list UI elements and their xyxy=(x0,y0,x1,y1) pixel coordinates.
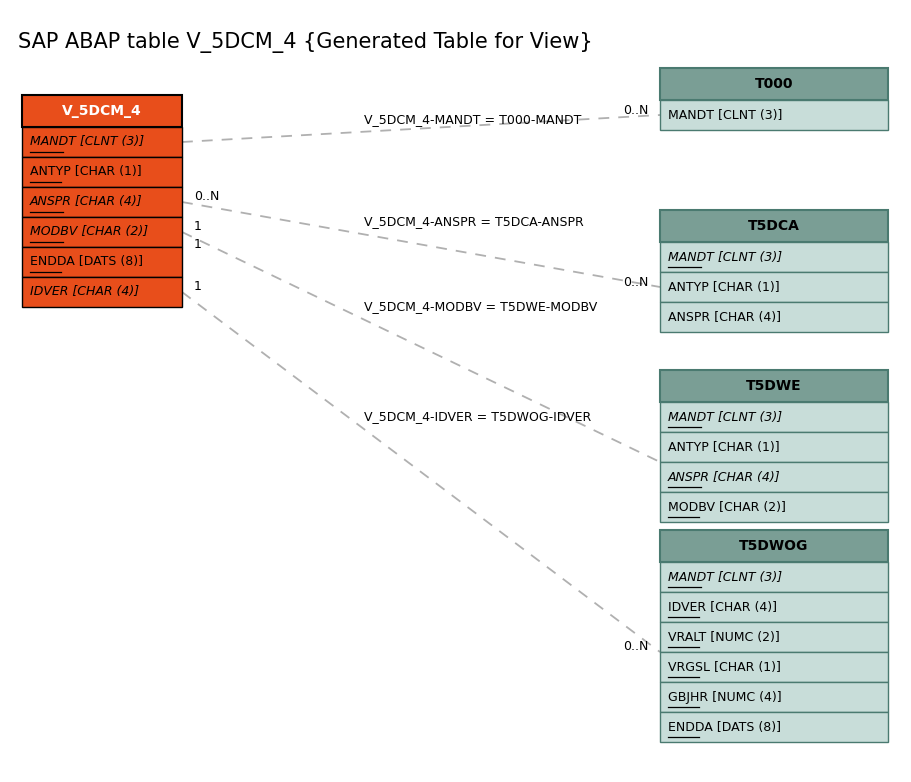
Text: ANSPR [CHAR (4)]: ANSPR [CHAR (4)] xyxy=(30,196,143,209)
Bar xyxy=(22,277,182,307)
Bar xyxy=(660,712,888,742)
Text: ANSPR [CHAR (4)]: ANSPR [CHAR (4)] xyxy=(668,310,781,324)
Text: V_5DCM_4-MODBV = T5DWE-MODBV: V_5DCM_4-MODBV = T5DWE-MODBV xyxy=(363,300,597,314)
Bar xyxy=(660,652,888,682)
Text: ANTYP [CHAR (1)]: ANTYP [CHAR (1)] xyxy=(668,440,780,454)
Bar xyxy=(22,157,182,187)
Text: MODBV [CHAR (2)]: MODBV [CHAR (2)] xyxy=(668,500,786,514)
Text: GBJHR [NUMC (4)]: GBJHR [NUMC (4)] xyxy=(668,691,782,704)
Bar xyxy=(660,622,888,652)
Text: V_5DCM_4-IDVER = T5DWOG-IDVER: V_5DCM_4-IDVER = T5DWOG-IDVER xyxy=(363,410,591,423)
Bar xyxy=(660,432,888,462)
Bar xyxy=(22,95,182,127)
Bar xyxy=(660,272,888,302)
Text: MODBV [CHAR (2)]: MODBV [CHAR (2)] xyxy=(30,225,148,239)
Text: SAP ABAP table V_5DCM_4 {Generated Table for View}: SAP ABAP table V_5DCM_4 {Generated Table… xyxy=(18,32,593,53)
Text: T5DCA: T5DCA xyxy=(748,219,800,233)
Text: VRALT [NUMC (2)]: VRALT [NUMC (2)] xyxy=(668,630,780,644)
Text: 0..N: 0..N xyxy=(622,103,648,117)
Text: MANDT [CLNT (3)]: MANDT [CLNT (3)] xyxy=(668,250,783,264)
Bar xyxy=(660,530,888,562)
Text: V_5DCM_4-MANDT = T000-MANDT: V_5DCM_4-MANDT = T000-MANDT xyxy=(363,113,581,126)
Bar xyxy=(660,210,888,242)
Bar xyxy=(22,247,182,277)
Text: 0..N: 0..N xyxy=(622,640,648,654)
Bar xyxy=(660,592,888,622)
Bar xyxy=(660,682,888,712)
Text: 0..N: 0..N xyxy=(622,275,648,289)
Text: 1: 1 xyxy=(194,221,202,234)
Text: V_5DCM_4: V_5DCM_4 xyxy=(62,104,142,118)
Text: IDVER [CHAR (4)]: IDVER [CHAR (4)] xyxy=(30,285,139,299)
Text: MANDT [CLNT (3)]: MANDT [CLNT (3)] xyxy=(668,571,783,583)
Bar xyxy=(22,127,182,157)
Text: ANTYP [CHAR (1)]: ANTYP [CHAR (1)] xyxy=(30,166,141,178)
Bar xyxy=(660,370,888,402)
Bar xyxy=(660,562,888,592)
Text: IDVER [CHAR (4)]: IDVER [CHAR (4)] xyxy=(668,601,777,614)
Text: 1: 1 xyxy=(194,238,202,250)
Bar xyxy=(22,217,182,247)
Text: MANDT [CLNT (3)]: MANDT [CLNT (3)] xyxy=(668,109,783,121)
Text: VRGSL [CHAR (1)]: VRGSL [CHAR (1)] xyxy=(668,661,781,673)
Text: ENDDA [DATS (8)]: ENDDA [DATS (8)] xyxy=(30,256,143,268)
Bar xyxy=(660,242,888,272)
Text: ENDDA [DATS (8)]: ENDDA [DATS (8)] xyxy=(668,720,781,734)
Text: ANTYP [CHAR (1)]: ANTYP [CHAR (1)] xyxy=(668,281,780,293)
Bar xyxy=(660,402,888,432)
Bar xyxy=(660,492,888,522)
Text: ANSPR [CHAR (4)]: ANSPR [CHAR (4)] xyxy=(668,471,781,483)
Bar xyxy=(660,68,888,100)
Bar xyxy=(660,100,888,130)
Text: V_5DCM_4-ANSPR = T5DCA-ANSPR: V_5DCM_4-ANSPR = T5DCA-ANSPR xyxy=(363,215,583,228)
Bar xyxy=(660,462,888,492)
Text: MANDT [CLNT (3)]: MANDT [CLNT (3)] xyxy=(668,411,783,424)
Text: T5DWOG: T5DWOG xyxy=(740,539,809,553)
Text: T5DWE: T5DWE xyxy=(746,379,802,393)
Text: MANDT [CLNT (3)]: MANDT [CLNT (3)] xyxy=(30,135,144,149)
Bar xyxy=(22,187,182,217)
Text: 1: 1 xyxy=(194,281,202,293)
Text: T000: T000 xyxy=(754,77,793,91)
Bar xyxy=(660,302,888,332)
Text: 0..N: 0..N xyxy=(194,191,220,203)
